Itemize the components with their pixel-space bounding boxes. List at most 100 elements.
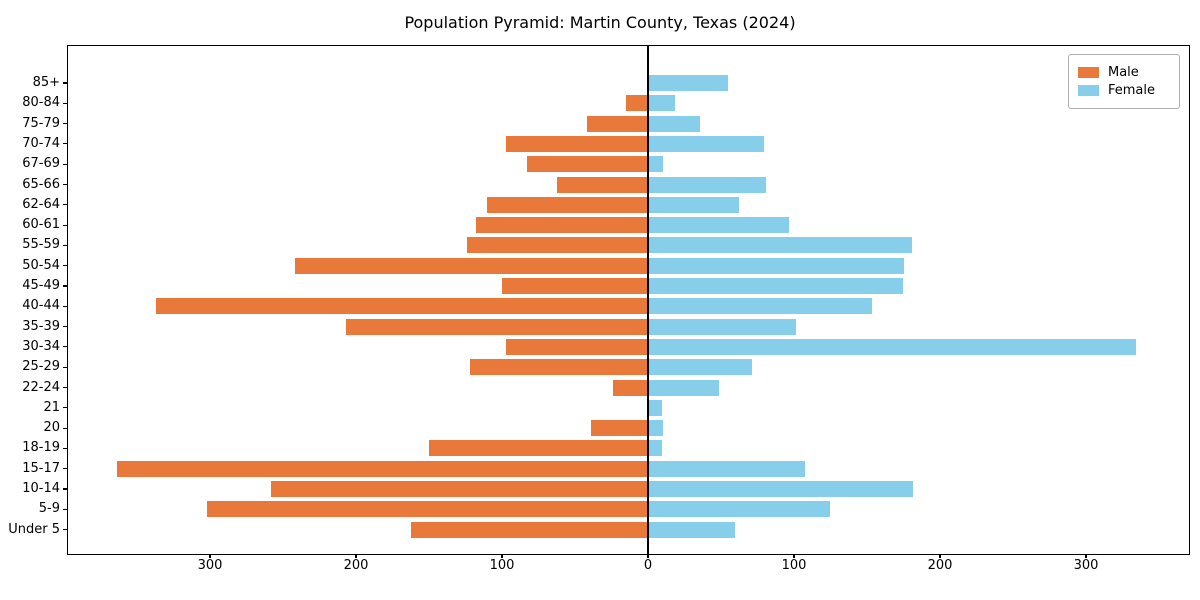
y-axis-tick <box>63 427 67 429</box>
bar-male-65-66 <box>557 176 648 193</box>
bar-female-62-64 <box>648 196 740 213</box>
bar-female-under-5 <box>648 521 735 538</box>
y-tick-label: 55-59 <box>22 237 60 253</box>
bar-female-55-59 <box>648 237 912 254</box>
y-tick-label: 10-14 <box>22 481 60 496</box>
bar-female-45-49 <box>648 278 903 294</box>
bar-male-67-69 <box>526 156 648 173</box>
plot-area: Male Female 85+ 80-84 75-79 70-74 67-69 65-66… <box>8 45 1190 573</box>
x-axis-tick <box>793 554 795 558</box>
bar-male-45-49 <box>502 278 648 294</box>
y-axis-tick <box>63 529 67 531</box>
y-tick-label: 35-39 <box>22 318 60 334</box>
x-axis-tick <box>939 554 941 558</box>
legend-item-male: Male <box>1077 65 1169 80</box>
bar-female-65-66 <box>648 176 766 193</box>
y-axis-tick <box>63 508 67 510</box>
legend-female-label: Female <box>1107 83 1155 98</box>
bar-male-60-61 <box>475 217 648 234</box>
y-tick-label: 20 <box>43 420 60 436</box>
y-tick-label: 65-66 <box>22 176 60 192</box>
y-axis-tick <box>63 468 67 470</box>
y-axis-tick <box>63 102 67 104</box>
bar-female-21 <box>648 399 662 416</box>
bar-female-18-19 <box>648 440 662 457</box>
bar-female-50-54 <box>648 257 905 274</box>
y-axis-tick <box>63 285 67 287</box>
bar-female-67-69 <box>648 156 664 173</box>
y-axis-tick <box>63 204 67 206</box>
bar-male-55-59 <box>466 237 648 254</box>
bar-male-35-39 <box>345 318 648 335</box>
y-tick-label: 75-79 <box>22 115 60 131</box>
y-tick-label: 70-74 <box>22 135 60 151</box>
bar-male-under-5 <box>411 521 648 538</box>
bar-male-50-54 <box>294 257 648 274</box>
bar-male-30-34 <box>506 338 648 355</box>
bar-male-25-29 <box>469 359 648 376</box>
x-tick-label: 0 <box>643 558 653 573</box>
x-tick-label: 300 <box>1073 558 1099 573</box>
x-tick-label: 100 <box>781 558 807 573</box>
y-tick-label: 40-44 <box>22 298 60 314</box>
bar-female-20 <box>648 420 664 437</box>
x-axis-tick <box>355 554 357 558</box>
bar-female-25-29 <box>648 359 753 376</box>
x-axis-tick <box>501 554 503 558</box>
y-axis-tick <box>63 366 67 368</box>
legend: Male Female <box>1067 54 1180 109</box>
bar-male-18-19 <box>429 440 648 457</box>
x-tick-label: 300 <box>197 558 223 573</box>
bar-male-62-64 <box>487 196 648 213</box>
bar-male-20 <box>591 420 648 437</box>
y-tick-label: 80-84 <box>22 95 60 111</box>
bar-male-40-44 <box>155 298 648 315</box>
y-tick-label: Under 5 <box>8 521 60 537</box>
bar-male-80-84 <box>626 95 648 112</box>
bar-female-80-84 <box>648 95 676 112</box>
bar-male-70-74 <box>506 135 648 152</box>
y-axis-tick <box>63 123 67 125</box>
y-axis-tick <box>63 82 67 84</box>
bar-female-22-24 <box>648 379 719 396</box>
bar-male-75-79 <box>586 115 648 132</box>
y-axis-tick <box>63 265 67 267</box>
bar-female-10-14 <box>648 481 914 497</box>
bar-female-15-17 <box>648 460 806 477</box>
y-axis-tick <box>63 326 67 328</box>
y-axis-tick <box>63 488 67 490</box>
y-axis-tick <box>63 447 67 449</box>
y-tick-label: 18-19 <box>22 440 60 456</box>
bar-female-40-44 <box>648 298 873 315</box>
y-tick-label: 60-61 <box>22 217 60 233</box>
y-tick-label: 22-24 <box>22 379 60 395</box>
y-tick-label: 62-64 <box>22 196 60 212</box>
bar-male-15-17 <box>116 460 648 477</box>
legend-item-female: Female <box>1077 83 1169 98</box>
y-tick-label: 67-69 <box>22 156 60 172</box>
y-axis-tick <box>63 305 67 307</box>
y-axis-tick <box>63 244 67 246</box>
y-tick-label: 85+ <box>32 75 60 90</box>
y-axis-tick <box>63 143 67 145</box>
legend-male-swatch <box>1077 67 1099 78</box>
zero-axis-line <box>647 46 649 554</box>
y-tick-label: 30-34 <box>22 338 60 354</box>
y-tick-label: 25-29 <box>22 359 60 375</box>
y-tick-label: 5-9 <box>38 501 60 517</box>
bar-female-5-9 <box>648 501 830 518</box>
chart-title: Population Pyramid: Martin County, Texas… <box>404 13 796 32</box>
y-tick-label: 15-17 <box>22 460 60 476</box>
x-axis-tick <box>647 554 649 558</box>
bar-female-30-34 <box>648 338 1137 355</box>
y-axis-tick <box>63 183 67 186</box>
y-tick-label: 45-49 <box>22 278 60 293</box>
y-tick-label: 50-54 <box>22 257 60 273</box>
bar-male-5-9 <box>207 501 648 518</box>
bar-female-75-79 <box>648 115 700 132</box>
y-axis-tick <box>63 346 67 348</box>
bar-female-85+ <box>648 75 728 91</box>
y-axis-tick <box>63 224 67 226</box>
y-tick-label: 21 <box>43 399 60 415</box>
